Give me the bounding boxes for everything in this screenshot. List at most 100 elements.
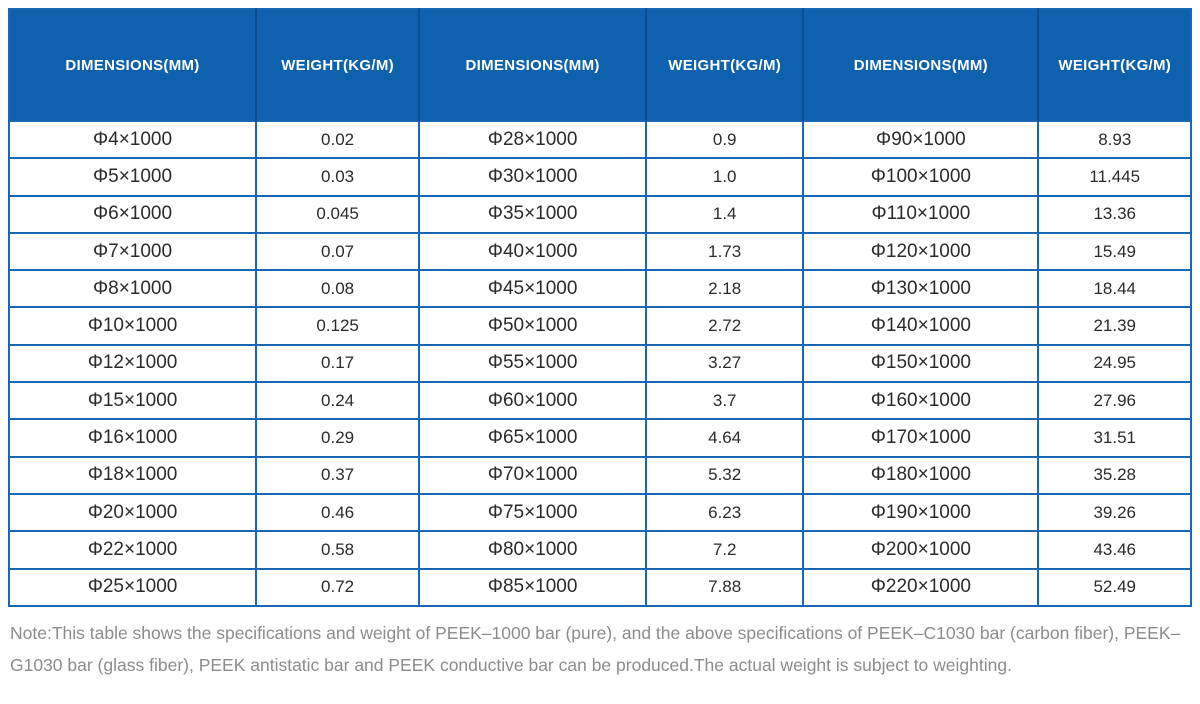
table-row: Φ12×1000 0.17 Φ55×1000 3.27 Φ150×1000 24.95 [7,343,1192,384]
weight-cell: 2.72 [645,306,805,346]
dimension-cell: Φ30×1000 [418,157,648,197]
dimension-cell: Φ8×1000 [7,269,258,309]
weight-cell: 6.23 [645,492,805,533]
weight-cell: 4.64 [645,418,805,458]
dimension-cell: Φ25×1000 [7,567,258,607]
column-header-dimensions: DIMENSIONS(MM) [9,9,257,121]
weight-cell: 0.08 [255,269,421,309]
weight-cell: 3.27 [645,343,805,384]
weight-cell: 52.49 [1037,567,1192,607]
column-header-weight: WEIGHT(KG/M) [255,9,420,121]
dimension-cell: Φ35×1000 [418,194,648,234]
table-row: Φ5×1000 0.03 Φ30×1000 1.0 Φ100×1000 11.445 [7,157,1192,197]
dimension-cell: Φ90×1000 [802,119,1040,160]
dimension-cell: Φ10×1000 [7,306,258,346]
dimension-cell: Φ28×1000 [418,119,648,160]
dimension-cell: Φ65×1000 [418,418,648,458]
table-row: Φ22×1000 0.58 Φ80×1000 7.2 Φ200×1000 43.46 [7,530,1192,570]
column-header-dimensions: DIMENSIONS(MM) [418,9,647,121]
weight-cell: 2.18 [645,269,805,309]
weight-cell: 0.125 [255,306,421,346]
weight-cell: 0.37 [255,455,421,495]
dimension-cell: Φ55×1000 [418,343,648,384]
column-header-weight: WEIGHT(KG/M) [1037,9,1191,121]
weight-cell: 11.445 [1037,157,1192,197]
dimension-cell: Φ6×1000 [7,194,258,234]
table-note: Note:This table shows the specifications… [10,622,1181,675]
column-header-dimensions: DIMENSIONS(MM) [802,9,1039,121]
weight-cell: 35.28 [1037,455,1192,495]
weight-cell: 21.39 [1037,306,1192,346]
weight-cell: 0.17 [255,343,421,384]
weight-cell: 8.93 [1037,119,1192,160]
weight-cell: 0.9 [645,119,805,160]
dimension-cell: Φ100×1000 [802,157,1040,197]
weight-cell: 3.7 [645,381,805,421]
weight-cell: 0.03 [255,157,421,197]
table-row: Φ15×1000 0.24 Φ60×1000 3.7 Φ160×1000 27.96 [7,381,1192,421]
column-header-weight: WEIGHT(KG/M) [645,9,804,121]
weight-cell: 0.72 [255,567,421,607]
weight-cell: 15.49 [1037,231,1192,272]
dimension-cell: Φ140×1000 [802,306,1040,346]
dimension-cell: Φ75×1000 [418,492,648,533]
dimension-cell: Φ20×1000 [7,492,258,533]
weight-cell: 7.88 [645,567,805,607]
dimension-cell: Φ130×1000 [802,269,1040,309]
dimension-cell: Φ16×1000 [7,418,258,458]
dimension-cell: Φ160×1000 [802,381,1040,421]
weight-cell: 0.045 [255,194,421,234]
dimension-cell: Φ170×1000 [802,418,1040,458]
header-row: DIMENSIONS(MM) WEIGHT(KG/M) DIMENSIONS(MM)… [9,9,1191,121]
dimension-cell: Φ45×1000 [418,269,648,309]
dimension-cell: Φ150×1000 [802,343,1040,384]
dimension-cell: Φ15×1000 [7,381,258,421]
table-row: Φ18×1000 0.37 Φ70×1000 5.32 Φ180×1000 35.28 [7,455,1192,495]
weight-cell: 13.36 [1037,194,1192,234]
dimension-cell: Φ200×1000 [802,530,1040,570]
dimension-cell: Φ18×1000 [7,455,258,495]
dimension-cell: Φ4×1000 [7,119,258,160]
weight-cell: 5.32 [645,455,805,495]
weight-cell: 24.95 [1037,343,1192,384]
table-row: Φ10×1000 0.125 Φ50×1000 2.72 Φ140×1000 21.39 [7,306,1192,346]
table-row: Φ4×1000 0.02 Φ28×1000 0.9 Φ90×1000 8.93 [7,119,1192,160]
table-body: Φ4×1000 0.02 Φ28×1000 0.9 Φ90×1000 8.93 Φ5×100… [7,119,1192,607]
weight-cell: 39.26 [1037,492,1192,533]
dimension-cell: Φ50×1000 [418,306,648,346]
dimension-cell: Φ70×1000 [418,455,648,495]
table-row: Φ16×1000 0.29 Φ65×1000 4.64 Φ170×1000 31.51 [7,418,1192,458]
weight-cell: 1.73 [645,231,805,272]
dimension-cell: Φ22×1000 [7,530,258,570]
weight-cell: 31.51 [1037,418,1192,458]
dimension-cell: Φ85×1000 [418,567,648,607]
table-header: DIMENSIONS(MM) WEIGHT(KG/M) DIMENSIONS(MM)… [9,9,1191,121]
table-row: Φ25×1000 0.72 Φ85×1000 7.88 Φ220×1000 52.49 [7,567,1192,607]
dimension-cell: Φ220×1000 [802,567,1040,607]
dimension-cell: Φ190×1000 [802,492,1040,533]
peek-bar-spec-table: DIMENSIONS(MM) WEIGHT(KG/M) DIMENSIONS(MM)… [7,8,1192,607]
weight-cell: 43.46 [1037,530,1192,570]
weight-cell: 0.46 [255,492,421,533]
dimension-cell: Φ110×1000 [802,194,1040,234]
table-row: Φ20×1000 0.46 Φ75×1000 6.23 Φ190×1000 39.26 [7,492,1192,533]
weight-cell: 0.58 [255,530,421,570]
dimension-cell: Φ40×1000 [418,231,648,272]
weight-cell: 1.4 [645,194,805,234]
weight-cell: 1.0 [645,157,805,197]
weight-cell: 0.24 [255,381,421,421]
dimension-cell: Φ180×1000 [802,455,1040,495]
weight-cell: 0.02 [255,119,421,160]
weight-cell: 7.2 [645,530,805,570]
table-row: Φ8×1000 0.08 Φ45×1000 2.18 Φ130×1000 18.44 [7,269,1192,309]
weight-cell: 0.29 [255,418,421,458]
weight-cell: 27.96 [1037,381,1192,421]
dimension-cell: Φ5×1000 [7,157,258,197]
dimension-cell: Φ7×1000 [7,231,258,272]
dimension-cell: Φ12×1000 [7,343,258,384]
table-row: Φ7×1000 0.07 Φ40×1000 1.73 Φ120×1000 15.49 [7,231,1192,272]
dimension-cell: Φ80×1000 [418,530,648,570]
weight-cell: 18.44 [1037,269,1192,309]
dimension-cell: Φ60×1000 [418,381,648,421]
